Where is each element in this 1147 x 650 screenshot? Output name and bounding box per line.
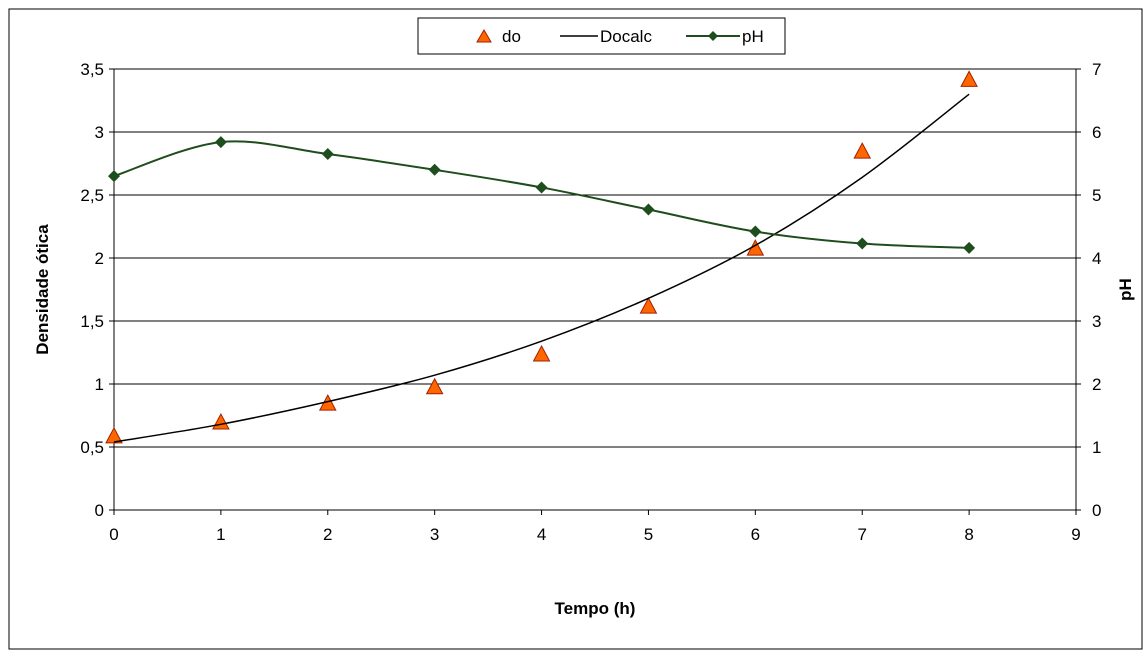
x-tick-label: 5: [644, 525, 653, 544]
data-point-ph: [856, 237, 869, 250]
y2-tick-label: 6: [1092, 123, 1101, 142]
y-tick-label: 0,5: [80, 438, 104, 457]
data-point-ph: [214, 136, 227, 149]
legend-ph-marker: [708, 31, 718, 41]
data-point-do: [960, 70, 978, 87]
y2-axis-title: pH: [1116, 278, 1135, 301]
x-tick-label: 1: [216, 525, 225, 544]
y-axis-title: Densidade ótica: [33, 224, 52, 355]
plot-area: [114, 69, 1076, 510]
data-point-do: [853, 142, 872, 159]
data-point-do: [639, 297, 658, 314]
series-ph: [108, 136, 976, 254]
x-tick-label: 4: [537, 525, 546, 544]
series: [105, 70, 978, 444]
y2-tick-label: 2: [1092, 375, 1101, 394]
x-tick-label: 9: [1071, 525, 1080, 544]
data-point-ph: [749, 225, 762, 238]
x-tick-label: 0: [109, 525, 118, 544]
gridlines: [114, 68, 1076, 448]
legend-do-marker: [476, 29, 492, 43]
x-tick-label: 8: [964, 525, 973, 544]
series-docalc: [113, 93, 970, 443]
data-point-ph: [321, 148, 334, 161]
y2-tick-label: 7: [1092, 60, 1101, 79]
data-point-do: [105, 426, 123, 444]
data-point-do: [532, 344, 551, 362]
x-tick-label: 3: [430, 525, 439, 544]
data-point-ph: [108, 170, 120, 183]
y-tick-label: 3: [95, 123, 104, 142]
data-point-ph: [535, 181, 548, 194]
legend-do-label: do: [502, 27, 521, 46]
y2-tick-label: 1: [1092, 438, 1101, 457]
series-line-docalc: [113, 93, 970, 443]
x-tick-label: 7: [857, 525, 866, 544]
data-point-ph: [963, 241, 976, 254]
y2-tick-label: 0: [1092, 501, 1101, 520]
x-tick-label: 6: [751, 525, 760, 544]
y2-tick-label: 5: [1092, 186, 1101, 205]
legend-docalc-label: Docalc: [600, 27, 652, 46]
y-tick-label: 2,5: [80, 186, 104, 205]
data-point-ph: [642, 203, 655, 216]
legend-ph-label: pH: [742, 27, 764, 46]
x-axis-title: Tempo (h): [555, 599, 636, 618]
y-tick-label: 1: [95, 375, 104, 394]
y2-tick-label: 3: [1092, 312, 1101, 331]
data-point-do: [425, 377, 444, 395]
axes: 0 0,5 1 1,5 2 2,5 3 3,5 0 1 2 3 4 5 6 7 0 1 2 3 4 5 6 7 8 9: [80, 60, 1101, 544]
legend: do Docalc pH: [417, 17, 786, 55]
y-tick-label: 0: [95, 501, 104, 520]
y-tick-label: 1,5: [80, 312, 104, 331]
data-point-ph: [428, 163, 441, 176]
y-tick-label: 3,5: [80, 60, 104, 79]
y-tick-label: 2: [95, 249, 104, 268]
y2-tick-label: 4: [1092, 249, 1101, 268]
x-tick-label: 2: [323, 525, 332, 544]
